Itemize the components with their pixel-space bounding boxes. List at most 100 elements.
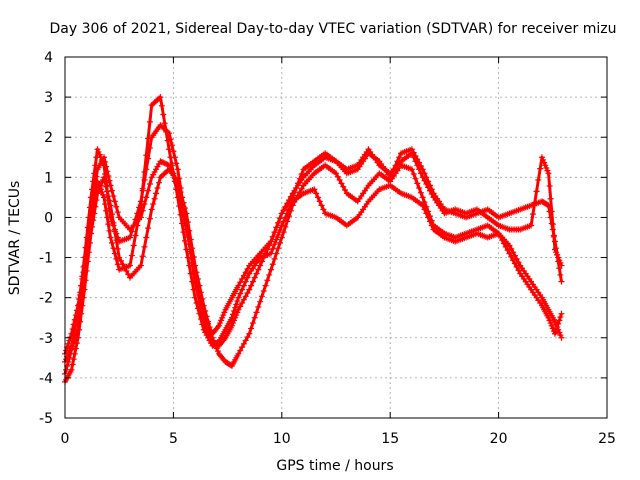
data-points xyxy=(62,94,565,385)
data-point xyxy=(101,174,108,181)
axis-ticks: 0 5 10 15 20 25 -5 -4 -3 -2 -1 0 1 2 3 4 xyxy=(39,50,616,447)
data-point xyxy=(549,325,556,332)
data-point xyxy=(217,320,224,327)
data-point xyxy=(555,254,562,261)
data-point xyxy=(548,322,555,329)
data-point xyxy=(93,173,100,180)
data-point xyxy=(334,173,341,180)
data-point xyxy=(249,278,256,285)
data-point xyxy=(132,232,139,239)
data-point xyxy=(106,227,113,234)
data-point xyxy=(221,309,228,316)
data-point xyxy=(556,257,563,264)
data-point xyxy=(170,172,177,179)
data-point xyxy=(419,202,426,209)
data-point xyxy=(239,275,246,282)
data-point xyxy=(111,228,118,235)
data-point xyxy=(197,316,204,323)
data-point xyxy=(199,304,206,311)
data-point xyxy=(240,282,247,289)
data-point xyxy=(72,333,79,340)
data-point xyxy=(296,175,303,182)
data-point xyxy=(76,296,83,303)
data-point xyxy=(108,211,115,218)
data-point xyxy=(70,321,77,328)
data-point xyxy=(183,226,190,233)
data-point xyxy=(547,195,554,202)
data-point xyxy=(82,253,89,260)
data-point xyxy=(186,262,193,269)
data-point xyxy=(558,310,565,317)
data-point xyxy=(248,325,255,332)
data-point xyxy=(232,304,239,311)
data-point xyxy=(257,262,264,269)
data-point xyxy=(69,361,76,368)
data-point xyxy=(113,237,120,244)
data-point xyxy=(533,188,540,195)
data-point xyxy=(244,334,251,341)
data-point xyxy=(548,208,555,215)
data-point xyxy=(231,308,238,315)
data-point xyxy=(550,233,557,240)
data-point xyxy=(551,330,558,337)
data-point xyxy=(139,207,146,214)
data-point xyxy=(214,348,221,355)
data-point xyxy=(145,187,152,194)
data-point xyxy=(293,185,300,192)
data-point xyxy=(168,142,175,149)
data-point xyxy=(114,245,121,252)
data-point xyxy=(295,180,302,187)
data-point xyxy=(242,278,249,285)
data-point xyxy=(258,293,265,300)
x-tick-label: 25 xyxy=(598,431,616,447)
data-point xyxy=(200,310,207,317)
data-point xyxy=(90,195,97,202)
data-point xyxy=(139,253,146,260)
data-point xyxy=(105,172,112,179)
data-point xyxy=(425,184,432,191)
data-point xyxy=(184,233,191,240)
data-point xyxy=(240,272,247,279)
data-point xyxy=(137,214,144,221)
data-point xyxy=(75,326,82,333)
data-point xyxy=(428,222,435,229)
data-point xyxy=(553,327,560,334)
data-point xyxy=(215,322,222,329)
data-point xyxy=(553,249,560,256)
data-point xyxy=(426,187,433,194)
data-point xyxy=(114,209,121,216)
data-point xyxy=(194,283,201,290)
data-point xyxy=(181,237,188,244)
data-point xyxy=(72,345,79,352)
data-point xyxy=(504,247,511,254)
data-point xyxy=(557,259,564,266)
data-point xyxy=(542,162,549,169)
data-point xyxy=(557,271,564,278)
data-point xyxy=(71,316,78,323)
data-point xyxy=(86,219,93,226)
data-point xyxy=(174,166,181,173)
data-point xyxy=(271,229,278,236)
data-point xyxy=(316,198,323,205)
data-point xyxy=(342,187,349,194)
data-point xyxy=(538,154,545,161)
data-point xyxy=(203,317,210,324)
data-point xyxy=(556,317,563,324)
data-point xyxy=(269,233,276,240)
data-point xyxy=(320,206,327,213)
data-point xyxy=(141,168,148,175)
data-point xyxy=(531,199,538,206)
data-point xyxy=(515,267,522,274)
data-point xyxy=(230,311,237,318)
data-point xyxy=(155,179,162,186)
data-point xyxy=(510,249,517,256)
data-point xyxy=(79,275,86,282)
data-point xyxy=(267,238,274,245)
data-point xyxy=(154,185,161,192)
data-point xyxy=(199,321,206,328)
data-point xyxy=(425,214,432,221)
data-point xyxy=(193,277,200,284)
data-point xyxy=(189,255,196,262)
data-point xyxy=(421,199,428,206)
